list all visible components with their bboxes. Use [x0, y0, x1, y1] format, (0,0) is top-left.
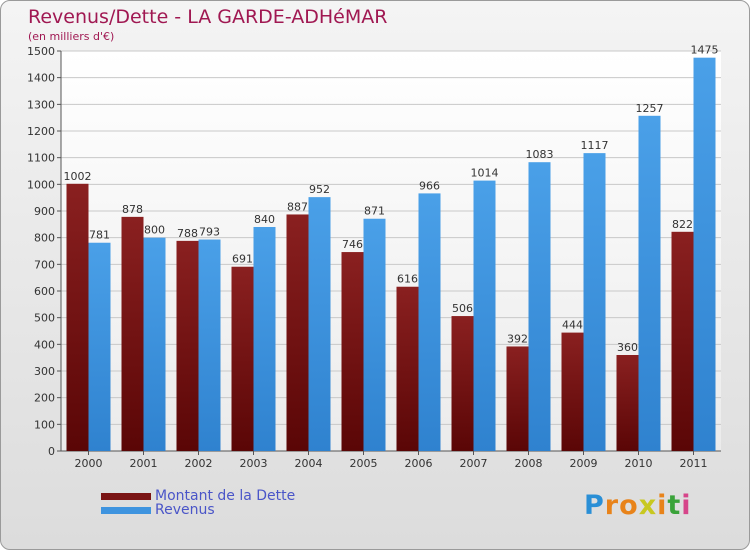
x-tick-label: 2009 [570, 457, 598, 470]
y-tick-label: 300 [34, 365, 55, 378]
data-label-revenue: 781 [89, 229, 110, 242]
y-tick-label: 100 [34, 418, 55, 431]
logo-letter: t [667, 490, 682, 521]
bar-revenue [363, 218, 386, 451]
data-label-debt: 746 [342, 238, 363, 251]
proxiti-logo: Proxiti [584, 490, 692, 521]
y-tick-label: 600 [34, 285, 55, 298]
data-label-revenue: 1014 [471, 167, 499, 180]
data-label-revenue: 871 [364, 205, 385, 218]
legend-label-revenue: Revenus [155, 502, 215, 518]
x-tick-label: 2010 [625, 457, 653, 470]
y-tick-label: 1100 [27, 152, 55, 165]
logo-letter: o [619, 490, 639, 521]
chart-subtitle: (en milliers d'€) [28, 30, 115, 43]
legend-swatch-debt [101, 492, 151, 500]
logo-letter: i [657, 490, 668, 521]
data-label-revenue: 1475 [691, 44, 719, 57]
legend-swatch-revenue [101, 506, 151, 514]
bar-debt [176, 240, 199, 451]
data-label-revenue: 1083 [526, 148, 554, 161]
data-label-debt: 788 [177, 227, 198, 240]
data-label-debt: 444 [562, 319, 583, 332]
bar-revenue [473, 180, 496, 451]
x-tick-label: 2006 [405, 457, 433, 470]
data-label-revenue: 1257 [636, 102, 664, 115]
bar-debt [561, 332, 584, 451]
x-tick-label: 2004 [295, 457, 323, 470]
y-tick-label: 900 [34, 205, 55, 218]
bar-debt [506, 346, 529, 451]
bar-revenue [143, 237, 166, 451]
x-tick-label: 2001 [130, 457, 158, 470]
bar-revenue [693, 57, 716, 452]
y-tick-label: 1000 [27, 178, 55, 191]
logo-letter: x [638, 490, 658, 521]
bar-debt [671, 231, 694, 451]
x-tick-label: 2005 [350, 457, 378, 470]
y-tick-label: 1500 [27, 45, 55, 58]
y-tick-label: 1200 [27, 125, 55, 138]
bar-revenue [638, 115, 661, 452]
data-label-debt: 878 [122, 203, 143, 216]
data-label-revenue: 793 [199, 226, 220, 239]
plot-area [61, 51, 721, 451]
bar-revenue [528, 162, 551, 451]
y-tick-label: 500 [34, 312, 55, 325]
data-label-revenue: 800 [144, 224, 165, 237]
x-tick-label: 2008 [515, 457, 543, 470]
bar-revenue [88, 242, 111, 451]
x-tick-label: 2000 [75, 457, 103, 470]
x-tick-label: 2011 [680, 457, 708, 470]
data-label-debt: 360 [617, 341, 638, 354]
y-tick-label: 400 [34, 338, 55, 351]
bar-debt [231, 266, 254, 451]
y-tick-label: 1400 [27, 72, 55, 85]
y-tick-label: 700 [34, 258, 55, 271]
bar-revenue [198, 239, 221, 451]
bar-revenue [418, 193, 441, 451]
y-tick-label: 0 [48, 445, 55, 458]
data-label-revenue: 952 [309, 183, 330, 196]
data-label-debt: 616 [397, 273, 418, 286]
logo-letter: r [604, 490, 620, 521]
data-label-revenue: 1117 [581, 139, 609, 152]
chart-title: Revenus/Dette - LA GARDE-ADHéMAR [28, 6, 388, 28]
bar-debt [616, 355, 639, 451]
y-tick-label: 1300 [27, 98, 55, 111]
bar-revenue [308, 197, 331, 451]
bar-debt [341, 252, 364, 451]
data-label-debt: 506 [452, 302, 473, 315]
bar-revenue [583, 153, 606, 451]
bar-debt [451, 316, 474, 451]
data-label-debt: 822 [672, 218, 693, 231]
x-tick-label: 2003 [240, 457, 268, 470]
data-label-debt: 392 [507, 332, 528, 345]
bar-debt [121, 216, 144, 451]
x-tick-label: 2007 [460, 457, 488, 470]
bar-revenue [253, 227, 276, 451]
logo-letter: P [584, 490, 605, 521]
x-tick-label: 2002 [185, 457, 213, 470]
bar-debt [286, 214, 309, 451]
bar-debt [396, 286, 419, 451]
legend-item-debt: Montant de la Dette [101, 488, 295, 504]
bar-debt [66, 183, 89, 452]
data-label-debt: 887 [287, 200, 308, 213]
legend-label-debt: Montant de la Dette [155, 488, 296, 504]
data-label-revenue: 840 [254, 213, 275, 226]
y-tick-label: 200 [34, 392, 55, 405]
data-label-debt: 1002 [64, 170, 92, 183]
data-label-revenue: 966 [419, 179, 440, 192]
data-label-debt: 691 [232, 253, 253, 266]
logo-letter: i [681, 490, 692, 521]
y-tick-label: 800 [34, 232, 55, 245]
legend-item-revenue: Revenus [101, 502, 215, 518]
